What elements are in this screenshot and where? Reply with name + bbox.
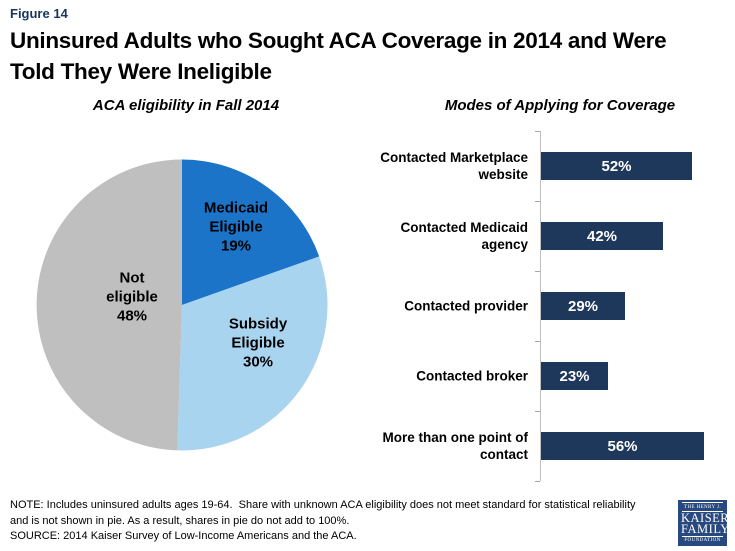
logo-kaiser-text: KAISER: [681, 510, 730, 525]
axis-tick: [535, 131, 540, 132]
axis-tick: [535, 481, 540, 482]
bar-rect: 23%: [541, 362, 608, 390]
pie-slice-not-eligible: [36, 159, 182, 451]
pie-chart-title: ACA eligibility in Fall 2014: [92, 97, 280, 114]
bar-value-label: 29%: [567, 297, 599, 315]
note-line2: and is not shown in pie. As a result, sh…: [10, 514, 350, 527]
bar-category-label: Contacted broker: [416, 368, 528, 384]
logo-rule-mid: [682, 511, 723, 512]
bar-category-label: Contacted Marketplace website: [380, 150, 528, 182]
figure-title: Uninsured Adults who Sought ACA Coverage…: [10, 25, 732, 87]
pie-slice-medicaid-eligible: [182, 159, 320, 305]
logo-rule-top: [682, 502, 723, 503]
figure-number-label: Figure 14: [10, 6, 68, 21]
figure-title-line1: Uninsured Adults who Sought ACA Coverage…: [10, 28, 667, 53]
axis-tick: [535, 201, 540, 202]
pie-slice-subsidy-eligible: [177, 256, 328, 451]
pie-label-not-eligible: Not eligible 48%: [106, 269, 158, 325]
bar-chart-title: Modes of Applying for Coverage: [444, 97, 676, 114]
pie-label-subsidy-eligible: Subsidy Eligible 30%: [228, 315, 288, 371]
bar-category-label: Contacted provider: [404, 298, 528, 314]
source-line: SOURCE: 2014 Kaiser Survey of Low-Income…: [10, 530, 357, 542]
axis-tick: [535, 341, 540, 342]
logo-foundation-text: FOUNDATION: [684, 538, 721, 543]
pie-label-medicaid-eligible: Medicaid Eligible 19%: [203, 199, 269, 255]
pie-chart: Medicaid Eligible 19% Subsidy Eligible 30…: [36, 159, 328, 451]
footer-notes: NOTE: Includes uninsured adults ages 19-…: [10, 498, 636, 545]
logo-rule-bottom: [682, 535, 723, 537]
bar-value-label: 42%: [586, 227, 618, 245]
bar-rect: 52%: [541, 152, 692, 180]
bar-value-label: 56%: [607, 437, 638, 455]
bar-rect: 56%: [541, 432, 704, 460]
bar-rect: 29%: [541, 292, 625, 320]
bar-rect: 42%: [541, 222, 663, 250]
pie-svg: [36, 159, 328, 451]
bar-value-axis: [540, 131, 541, 481]
logo-henry-j-text: THE HENRY J.: [684, 504, 721, 510]
bar-value-label: 23%: [559, 367, 590, 385]
bar-category-label: More than one point of contact: [382, 430, 528, 462]
axis-tick: [535, 411, 540, 412]
figure-title-line2: Told They Were Ineligible: [10, 59, 272, 84]
kff-foundation-logo: THE HENRY J. KAISER FAMILY FOUNDATION: [678, 500, 730, 546]
axis-tick: [535, 271, 540, 272]
logo-family-text: FAMILY: [681, 522, 730, 536]
note-line1: NOTE: Includes uninsured adults ages 19-…: [10, 499, 636, 511]
bar-category-label: Contacted Medicaid agency: [400, 220, 528, 252]
bar-value-label: 52%: [601, 157, 632, 175]
